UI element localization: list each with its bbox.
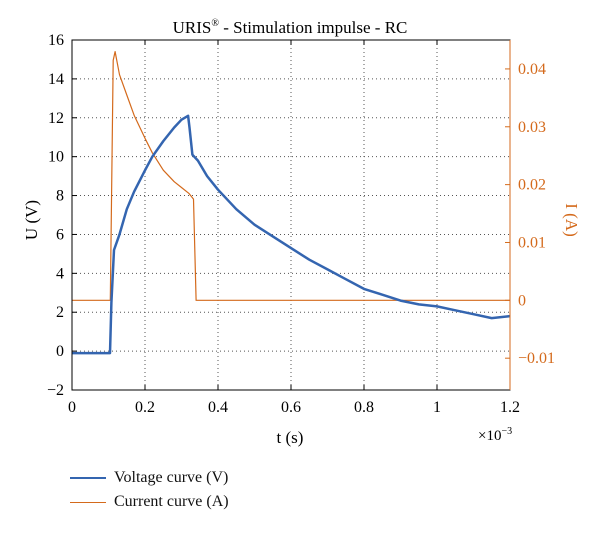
y-left-tick-label: 12 <box>48 110 64 127</box>
y-axis-right-label: I (A) <box>562 203 581 237</box>
legend: Voltage curve (V) Current curve (A) <box>70 466 229 514</box>
legend-swatch-voltage <box>70 477 106 479</box>
y-right-tick-label: 0 <box>518 292 526 309</box>
legend-label-current: Current curve (A) <box>114 493 229 510</box>
y-right-tick-label: 0.03 <box>518 119 546 136</box>
chart-title-rest: - Stimulation impulse - RC <box>219 18 407 37</box>
x-tick-label: 0.2 <box>135 399 155 416</box>
x-axis-exponent: ×10−3 <box>478 426 512 444</box>
y-right-tick-label: 0.01 <box>518 234 546 251</box>
chart-title: URIS® - Stimulation impulse - RC <box>173 18 408 37</box>
x-axis-exponent-power: −3 <box>501 426 512 437</box>
x-tick-label: 1.2 <box>500 399 520 416</box>
legend-item-voltage: Voltage curve (V) <box>70 466 229 490</box>
y-left-tick-label: −2 <box>47 382 64 399</box>
y-axis-left-label: U (V) <box>22 200 41 240</box>
legend-swatch-current <box>70 501 106 503</box>
legend-item-current: Current curve (A) <box>70 490 229 514</box>
x-tick-label: 1 <box>433 399 441 416</box>
y-left-tick-label: 0 <box>56 343 64 360</box>
x-tick-label: 0.8 <box>354 399 374 416</box>
x-axis-exponent-base: ×10 <box>478 428 501 444</box>
series-layer <box>72 50 511 355</box>
y-left-tick-label: 16 <box>48 32 64 49</box>
x-tick-label: 0 <box>68 399 76 416</box>
x-axis-label: t (s) <box>277 428 304 447</box>
y-right-tick-label: 0.04 <box>518 61 546 78</box>
chart-title-main: URIS <box>173 18 212 37</box>
x-tick-label: 0.6 <box>281 399 301 416</box>
y-right-tick-label: −0.01 <box>518 350 555 367</box>
y-left-tick-label: 6 <box>56 226 64 243</box>
y-left-tick-label: 2 <box>56 304 64 321</box>
chart-title-superscript: ® <box>211 18 219 29</box>
current-curve-line <box>72 50 510 301</box>
y-left-tick-label: 10 <box>48 149 64 166</box>
grid <box>72 40 510 390</box>
x-tick-label: 0.4 <box>208 399 228 416</box>
y-right-tick-label: 0.02 <box>518 177 546 194</box>
y-left-tick-label: 14 <box>48 71 64 88</box>
y-left-tick-label: 8 <box>56 188 64 205</box>
legend-label-voltage: Voltage curve (V) <box>114 469 229 486</box>
y-left-tick-label: 4 <box>56 265 64 282</box>
ticks: 0 0.2 0.4 0.6 0.8 1 1.2−20246810121416−0.0100.… <box>47 32 555 416</box>
voltage-curve-line <box>72 114 511 355</box>
